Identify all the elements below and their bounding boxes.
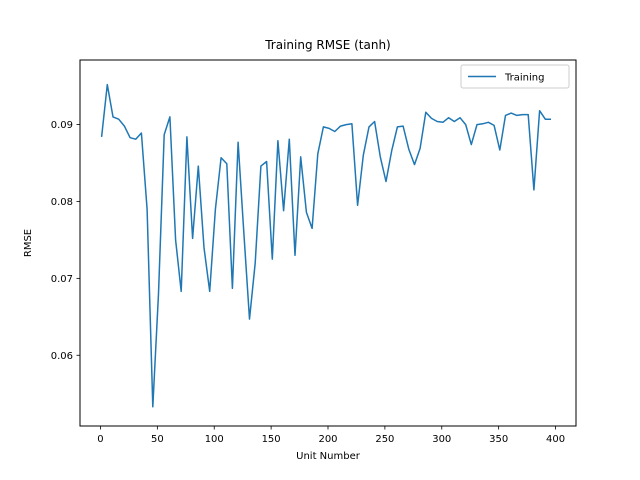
x-axis-label: Unit Number xyxy=(296,451,361,462)
y-tick-label: 0.09 xyxy=(51,120,73,131)
legend: Training xyxy=(460,64,570,89)
x-tick-label: 250 xyxy=(375,434,394,445)
x-tick-label: 50 xyxy=(151,434,164,445)
y-tick-label: 0.08 xyxy=(51,197,73,208)
ticks-layer: 0 50 100 150 200 250 300 350 400 0.06 0.07 0.08 0.09 xyxy=(51,120,565,445)
x-tick-label: 200 xyxy=(318,434,337,445)
legend-box xyxy=(460,64,570,89)
x-tick-label: 0 xyxy=(97,434,103,445)
series-line-training xyxy=(100,83,551,408)
y-axis-label: RMSE xyxy=(23,229,34,257)
x-tick-label: 350 xyxy=(489,434,508,445)
x-tick-label: 100 xyxy=(205,434,224,445)
y-tick-label: 0.07 xyxy=(51,274,73,285)
y-tick-label: 0.06 xyxy=(51,351,73,362)
x-tick-label: 150 xyxy=(262,434,281,445)
x-tick-label: 300 xyxy=(432,434,451,445)
x-tick-label: 400 xyxy=(546,434,565,445)
plot-layer xyxy=(100,83,551,408)
legend-label-training: Training xyxy=(504,73,544,84)
chart-title: Training RMSE (tanh) xyxy=(264,38,391,52)
